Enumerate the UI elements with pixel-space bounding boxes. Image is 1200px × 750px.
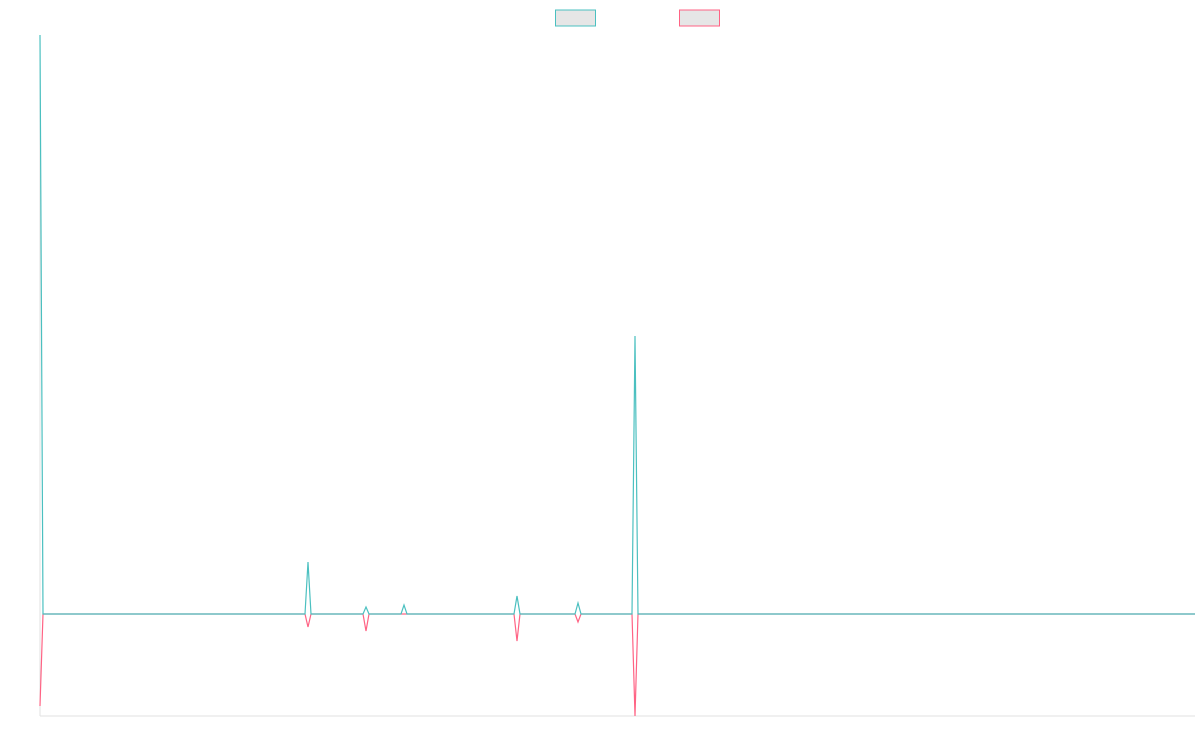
legend-swatch	[555, 9, 596, 27]
series-line	[39, 613, 1195, 717]
legend-swatch	[679, 9, 720, 27]
series-line	[39, 34, 1195, 615]
